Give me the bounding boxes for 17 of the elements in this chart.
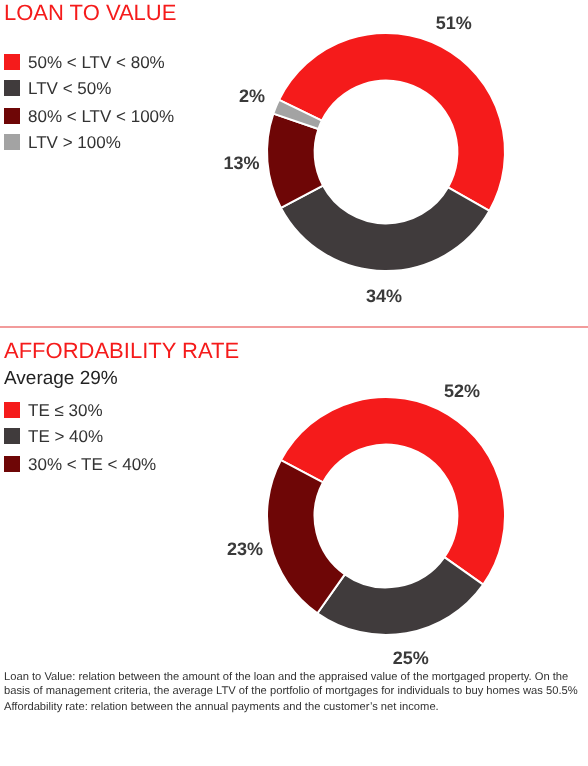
legend-label: 50% < LTV < 80% (28, 51, 165, 72)
legend-label: LTV < 50% (28, 78, 112, 99)
data-label: 25% (392, 647, 429, 668)
data-label: 13% (223, 152, 260, 173)
data-label: 2% (238, 85, 265, 106)
chart-title: LOAN TO VALUE (4, 2, 177, 26)
chart-subtitle: Average 29% (4, 368, 118, 390)
chart-title: AFFORDABILITY RATE (4, 340, 240, 364)
data-label: 52% (443, 381, 480, 402)
legend-label: TE > 40% (28, 426, 104, 447)
legend-label: LTV > 100% (28, 132, 121, 153)
legend-label: 80% < LTV < 100% (28, 105, 175, 126)
legend-label: TE ≤ 30% (28, 399, 103, 420)
data-label: 51% (435, 12, 472, 33)
data-label: 34% (365, 285, 402, 306)
data-label: 23% (226, 538, 263, 559)
legend-label: 30% < TE < 40% (28, 453, 157, 474)
